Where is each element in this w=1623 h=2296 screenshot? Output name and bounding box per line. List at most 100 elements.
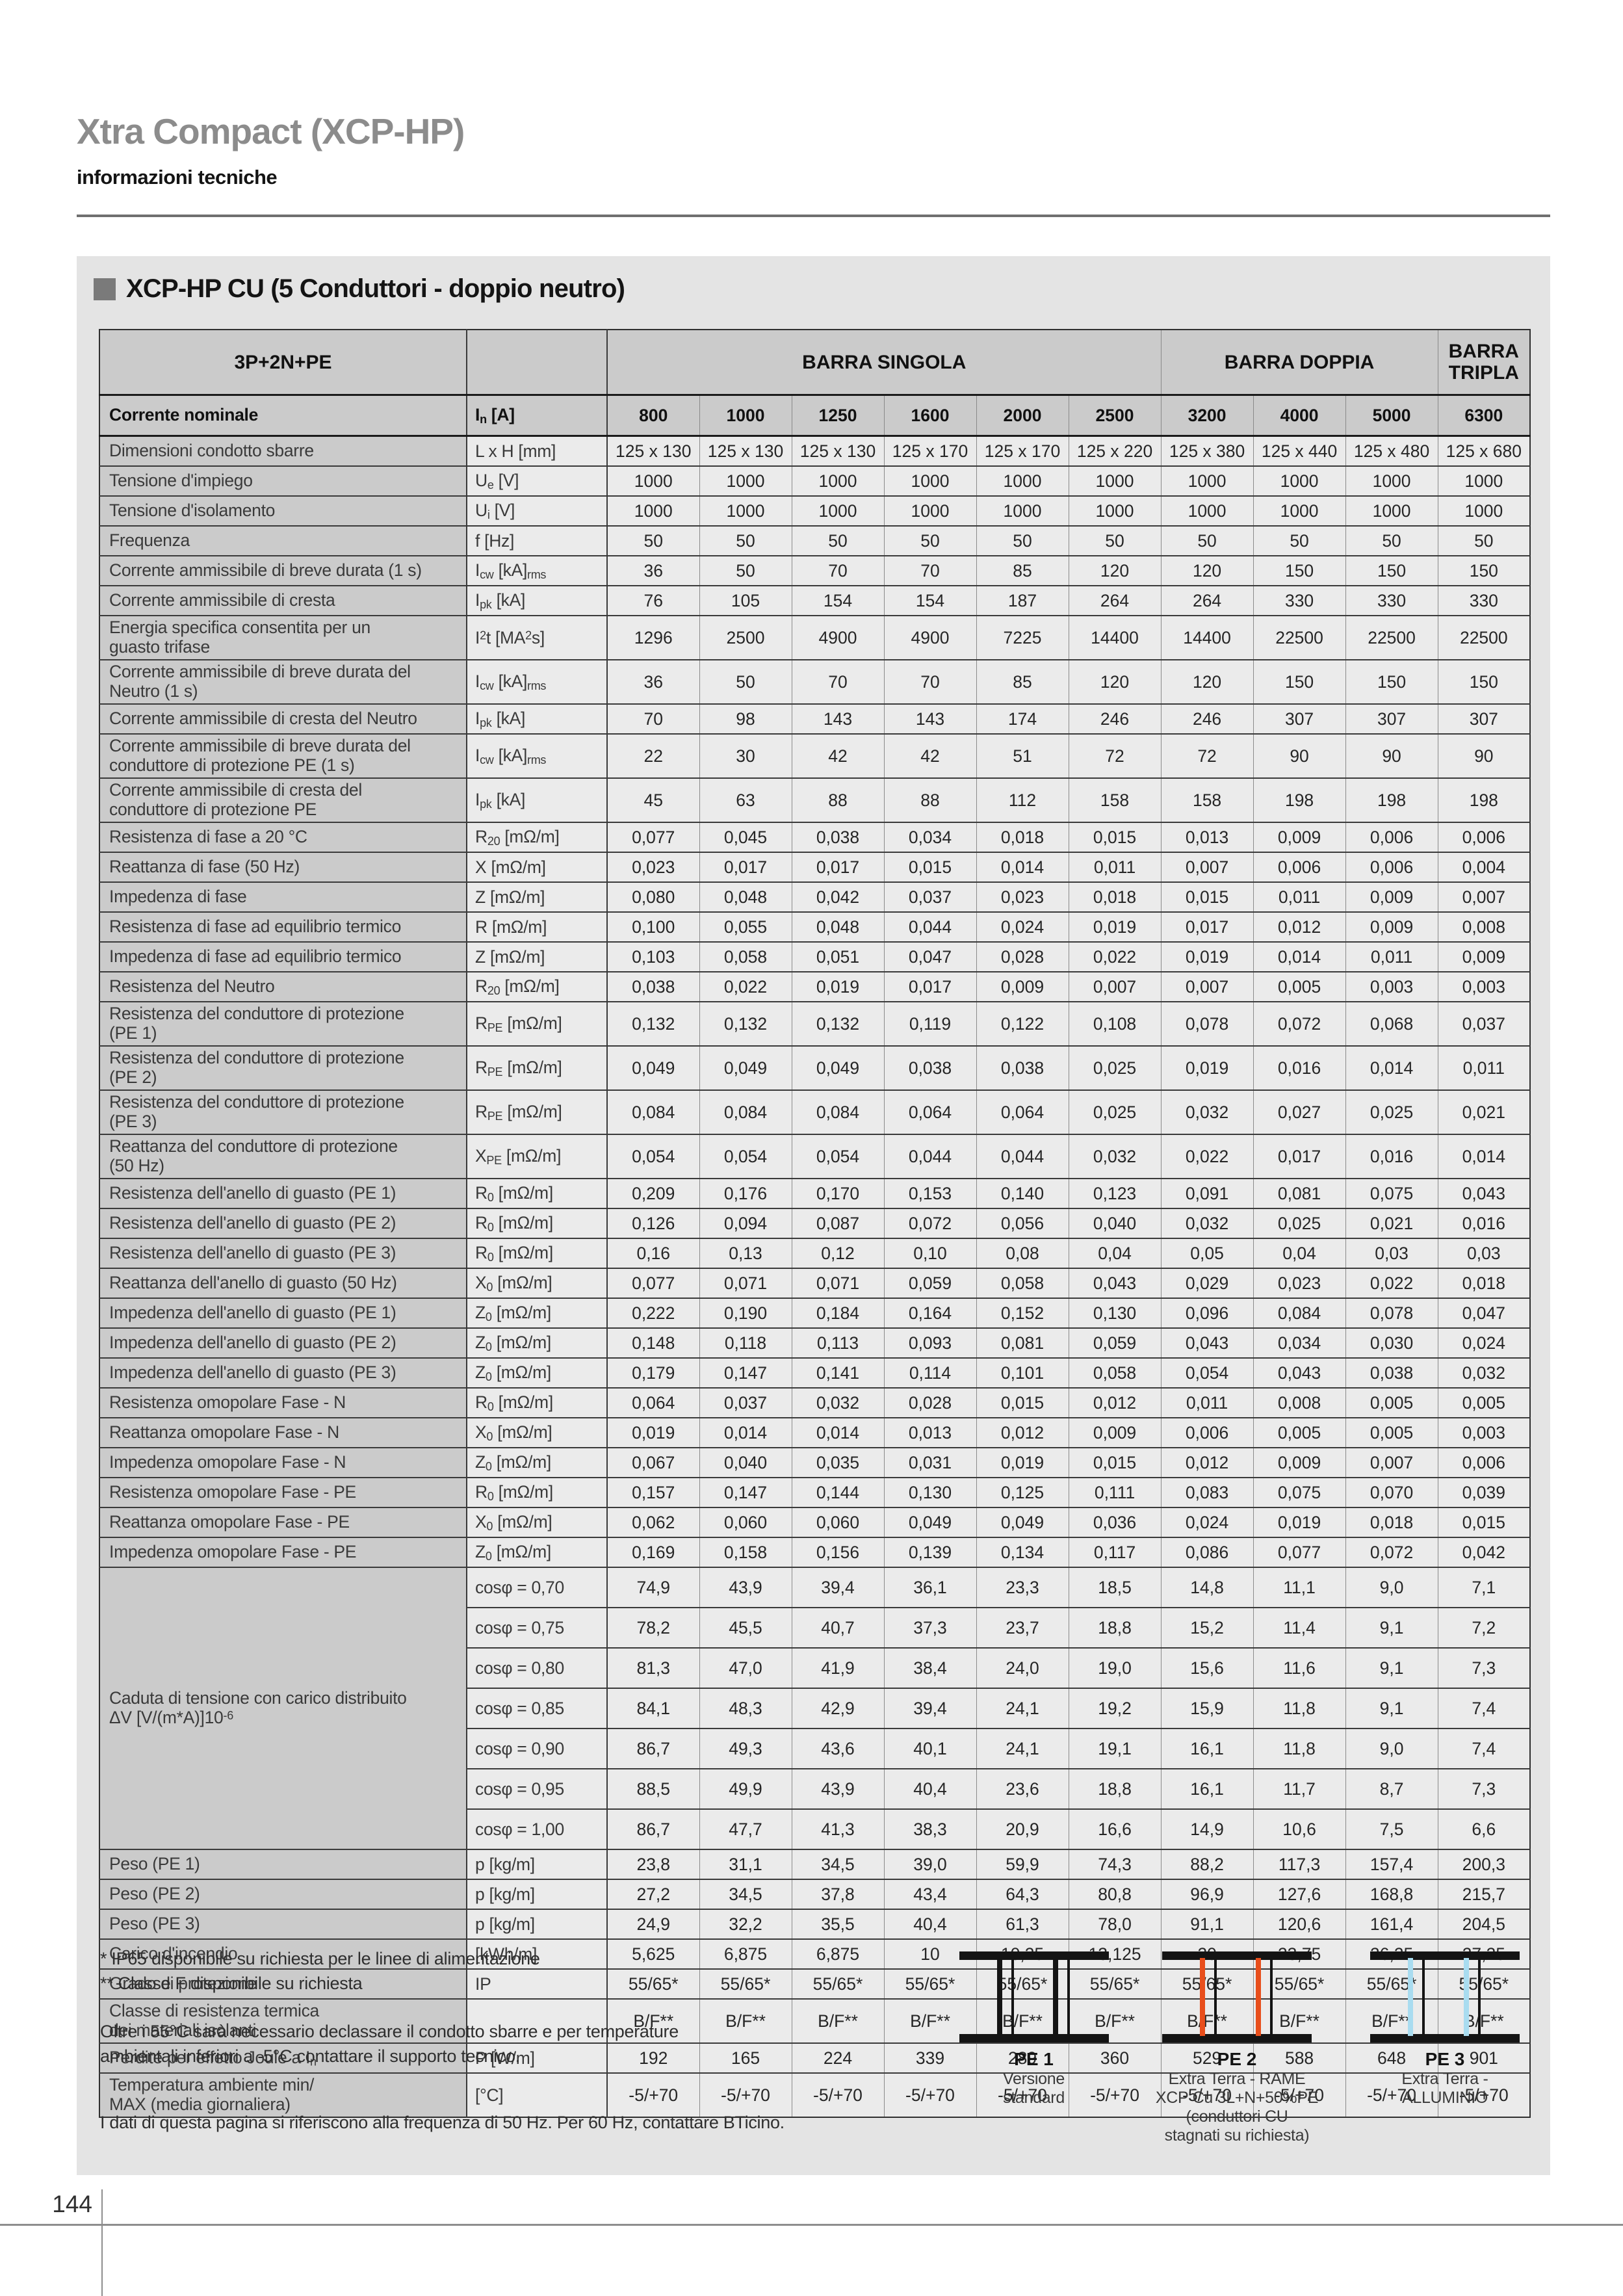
cell-value: 0,103 [606, 941, 699, 972]
cell-value: 0,037 [1437, 1001, 1531, 1046]
legend-item: PE 1 Versione standard [948, 1951, 1120, 2107]
cell-value: 0,080 [606, 881, 699, 912]
cell-value: 1000 [976, 495, 1069, 526]
cell-value: -5/+70 [1068, 2072, 1162, 2117]
cell-value: 38,3 [883, 1808, 976, 1849]
cell-value: 0,017 [1253, 1134, 1346, 1179]
cell-value: 0,176 [699, 1178, 792, 1208]
cell-value: 0,015 [1160, 881, 1254, 912]
cell-value: 125 x 130 [699, 435, 792, 466]
cell-value: 0,08 [976, 1238, 1069, 1268]
table-row: Resistenza del conduttore di protezione … [99, 1001, 1531, 1046]
cell-value: 39,4 [791, 1567, 884, 1608]
row-unit: R0 [mΩ/m] [466, 1178, 607, 1208]
row-unit: R20 [mΩ/m] [466, 822, 607, 852]
cell-value: 0,144 [791, 1477, 884, 1507]
cell-value: 41,3 [791, 1808, 884, 1849]
cell-value: B/F** [791, 1998, 884, 2043]
cell-value: 1000 [1345, 495, 1438, 526]
cell-value: B/F** [606, 1998, 699, 2043]
cell-value: 7,3 [1437, 1768, 1531, 1809]
cell-value: 0,04 [1253, 1238, 1346, 1268]
cell-value: 14400 [1160, 615, 1254, 660]
row-label: Corrente ammissibile di breve durata del… [99, 659, 467, 704]
cell-value: 0,019 [606, 1417, 699, 1448]
cell-value: 16,1 [1160, 1768, 1254, 1809]
cell-value: 49,9 [699, 1768, 792, 1809]
cell-value: 198 [1253, 777, 1346, 822]
cell-value: 0,011 [1160, 1387, 1254, 1418]
cell-value: 78,2 [606, 1607, 699, 1648]
cell-value: -5/+70 [606, 2072, 699, 2117]
cell-value: 0,009 [1437, 941, 1531, 972]
row-unit: L x H [mm] [466, 435, 607, 466]
cell-value: 0,118 [699, 1327, 792, 1358]
cell-value: 0,021 [1345, 1208, 1438, 1238]
cell-value: 86,7 [606, 1808, 699, 1849]
corner-header: 3P+2N+PE [99, 330, 467, 396]
cell-value: 0,006 [1345, 822, 1438, 852]
cell-value: 0,009 [1345, 881, 1438, 912]
cell-value: 47,7 [699, 1808, 792, 1849]
cell-value: 0,156 [791, 1537, 884, 1567]
cell-value: 11,4 [1253, 1607, 1346, 1648]
cell-value: 0,030 [1345, 1327, 1438, 1358]
cell-value: 0,023 [1253, 1268, 1346, 1298]
cell-value: 61,3 [976, 1909, 1069, 1939]
cell-value: 24,0 [976, 1647, 1069, 1688]
cell-value: 24,1 [976, 1728, 1069, 1769]
cell-value: 0,028 [883, 1387, 976, 1418]
cell-value: 0,077 [606, 1268, 699, 1298]
note-temperature: Oltre i 55°C sarà necessario declassare … [100, 2022, 679, 2066]
cell-value: 0,005 [1253, 971, 1346, 1002]
cell-value: 0,022 [1160, 1134, 1254, 1179]
group-header-barra-singola: BARRA SINGOLA [606, 330, 1162, 396]
legend-code: PE 1 [1014, 2049, 1054, 2069]
row-label-group: Caduta di tensione con carico distribuit… [99, 1567, 467, 1849]
row-unit: cosφ = 0,85 [466, 1688, 607, 1729]
section-bullet-icon [94, 278, 116, 300]
cell-value: 0,222 [606, 1298, 699, 1328]
cell-value: 0,007 [1437, 881, 1531, 912]
cell-value: 2000 [976, 394, 1069, 436]
cell-value: 0,147 [699, 1357, 792, 1388]
cell-value: 529 [1160, 2042, 1254, 2073]
cell-value: 39,4 [883, 1688, 976, 1729]
cell-value: 0,096 [1160, 1298, 1254, 1328]
cell-value: -5/+70 [883, 2072, 976, 2117]
cell-value: 80,8 [1068, 1879, 1162, 1909]
cell-value: 0,025 [1253, 1208, 1346, 1238]
footer-divider [101, 2189, 103, 2296]
cell-value: 0,130 [1068, 1298, 1162, 1328]
table-row: Corrente ammissibile di cresta del condu… [99, 777, 1531, 822]
cell-value: 1000 [1160, 465, 1254, 496]
table-row: Resistenza dell'anello di guasto (PE 1) R… [99, 1178, 1531, 1208]
row-unit: Ue [V] [466, 465, 607, 496]
cell-value: 0,009 [1253, 1447, 1346, 1478]
row-unit: R0 [mΩ/m] [466, 1208, 607, 1238]
cell-value: 9,1 [1345, 1647, 1438, 1688]
row-unit: In [A] [466, 394, 607, 436]
table-row: cosφ = 0,80 81,3 47,0 41,9 38,4 24,0 19,0 15,6 1… [99, 1647, 1531, 1688]
cell-value: 0,038 [791, 822, 884, 852]
row-unit: R20 [mΩ/m] [466, 971, 607, 1002]
cell-value: 0,058 [699, 941, 792, 972]
cell-value: 120 [1160, 555, 1254, 586]
row-label: Carico d'incendio [99, 1938, 467, 1969]
cell-value: 78,0 [1068, 1909, 1162, 1939]
cell-value: 0,032 [1437, 1357, 1531, 1388]
table-row: Impedenza dell'anello di guasto (PE 2) Z0… [99, 1327, 1531, 1358]
cell-value: 0,017 [1160, 911, 1254, 942]
cell-value: 165 [699, 2042, 792, 2073]
table-row: Corrente ammissibile di cresta del Neutr… [99, 703, 1531, 734]
cell-value: 85 [976, 659, 1069, 704]
cell-value: 0,006 [1345, 852, 1438, 882]
cell-value: 158 [1068, 777, 1162, 822]
cell-value: 88 [883, 777, 976, 822]
cell-value: 70 [883, 659, 976, 704]
cell-value: 0,114 [883, 1357, 976, 1388]
cell-value: 48,3 [699, 1688, 792, 1729]
cell-value: 22500 [1437, 615, 1531, 660]
table-row: cosφ = 0,75 78,2 45,5 40,7 37,3 23,7 18,8 15,2 1… [99, 1607, 1531, 1648]
cell-value: 0,072 [883, 1208, 976, 1238]
